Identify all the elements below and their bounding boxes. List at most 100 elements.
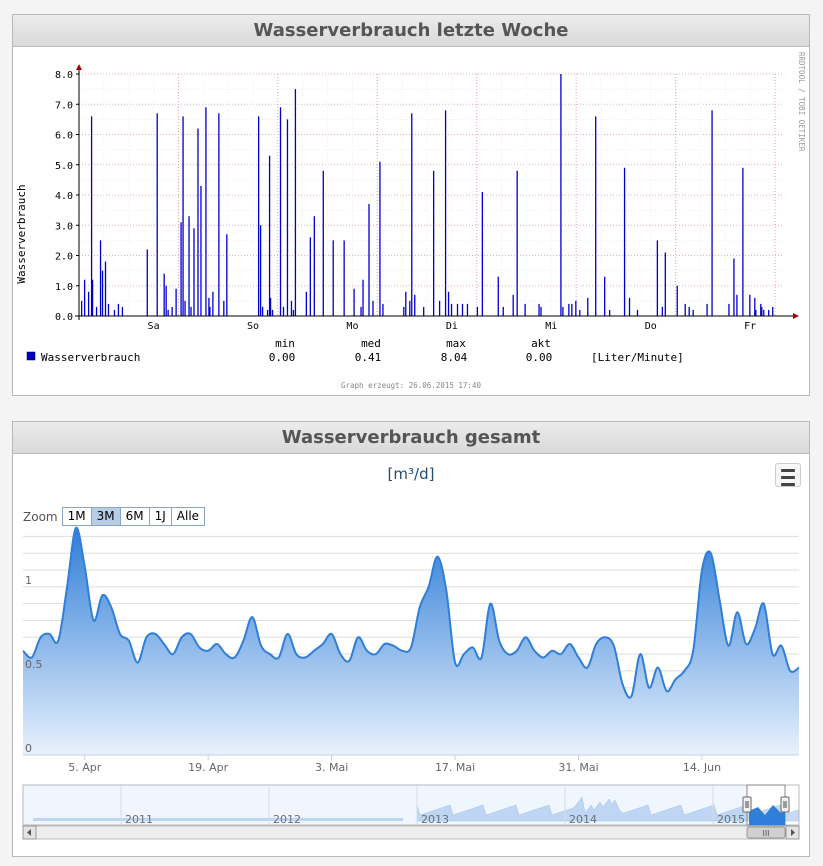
usage-bar: [447, 291, 450, 316]
usage-bar: [87, 291, 90, 316]
usage-bar: [587, 297, 589, 316]
usage-bar: [628, 297, 631, 316]
usage-bar: [266, 309, 269, 316]
y-tick-label: 8.0: [55, 70, 73, 81]
chart-bars: [80, 74, 774, 317]
y-tick-label: 4.0: [55, 191, 73, 202]
y-tick-label: 1: [25, 574, 32, 587]
usage-bar: [728, 303, 730, 316]
usage-bar: [409, 300, 411, 316]
usage-bar: [676, 285, 678, 316]
x-tick-label: So: [247, 321, 259, 332]
usage-bar: [268, 155, 271, 316]
usage-bar: [763, 309, 765, 316]
x-tick-label: Di: [446, 321, 458, 332]
usage-bar: [656, 240, 659, 316]
usage-bar: [282, 306, 285, 316]
usage-bar: [91, 279, 94, 316]
usage-bar: [688, 306, 690, 316]
usage-bar: [332, 240, 334, 316]
usage-bar: [450, 303, 453, 316]
usage-bar: [411, 113, 413, 316]
usage-bar: [405, 291, 407, 316]
navigator-handle[interactable]: [742, 796, 752, 813]
usage-bar: [664, 252, 666, 316]
y-tick-label: 2.0: [55, 252, 73, 263]
usage-bar: [608, 309, 611, 316]
navigator[interactable]: 2011 2012 2013 2014 2015 III: [22, 784, 800, 840]
x-tick-label: Sa: [148, 321, 160, 332]
usage-bar: [476, 306, 479, 316]
usage-bar: [382, 303, 384, 316]
usage-bar: [692, 309, 694, 316]
usage-bar: [212, 291, 214, 316]
usage-bar: [636, 309, 639, 316]
y-tick-label: 7.0: [55, 100, 73, 111]
navigator-handle[interactable]: [780, 796, 790, 813]
usage-bar: [466, 303, 469, 316]
scrollbar-track[interactable]: [22, 825, 800, 840]
x-tick-label: 17. Mai: [435, 761, 475, 774]
navigator-series-flat: [33, 818, 403, 821]
navigator-year-label: 2012: [273, 813, 301, 826]
zoom-selector: Zoom 1M 3M 6M 1J Alle: [23, 507, 206, 526]
navigator-year-label: 2014: [569, 813, 597, 826]
usage-bar: [761, 306, 763, 316]
usage-bar: [414, 294, 416, 316]
legend-header-med: med: [361, 337, 381, 350]
rrdtool-credit: RRDTOOL / TOBI OETIKER: [797, 52, 806, 152]
x-tick-label: 31. Mai: [558, 761, 598, 774]
zoom-all-button[interactable]: Alle: [170, 507, 206, 526]
legend-value-med: 0.41: [355, 351, 382, 364]
zoom-6m-button[interactable]: 6M: [119, 507, 150, 526]
usage-bar: [595, 116, 597, 316]
usage-bar: [95, 306, 98, 316]
usage-bar: [107, 303, 110, 316]
usage-bar: [461, 303, 464, 316]
usage-bar: [182, 116, 184, 316]
x-tick-label: 3. Mai: [315, 761, 348, 774]
y-tick-label: 0.0: [55, 312, 73, 323]
x-tick-label: Fr: [744, 321, 756, 332]
total-usage-panel: Wasserverbrauch gesamt Zoom 1M 3M 6M 1J …: [12, 421, 810, 857]
usage-line: [22, 526, 800, 699]
usage-bar: [512, 294, 514, 316]
usage-bar: [200, 185, 202, 316]
y-tick-label: 0.5: [25, 658, 43, 671]
usage-bar: [279, 107, 282, 317]
chart-menu-button[interactable]: [775, 463, 801, 487]
usage-bar: [768, 309, 770, 316]
usage-bar: [444, 110, 447, 316]
usage-bar: [360, 306, 362, 316]
navigator-mask: [23, 785, 747, 825]
x-tick-label: 19. Apr: [188, 761, 228, 774]
scrollbar-thumb[interactable]: [746, 826, 786, 839]
weekly-usage-panel: Wasserverbrauch letzte Woche 0.0 1.0 2.0 3.…: [12, 14, 810, 396]
usage-bar: [117, 303, 120, 316]
zoom-3m-button[interactable]: 3M: [90, 507, 121, 526]
usage-bar: [379, 161, 381, 316]
usage-bar: [99, 240, 102, 316]
usage-bar: [516, 170, 518, 316]
usage-bar: [261, 306, 264, 316]
usage-bar: [733, 258, 735, 316]
usage-bar: [205, 107, 207, 317]
usage-bar: [180, 222, 182, 316]
legend-series-name: Wasserverbrauch: [41, 351, 140, 364]
usage-bar: [755, 309, 757, 316]
usage-bar: [167, 309, 169, 316]
usage-bar: [113, 309, 116, 316]
usage-bar: [353, 288, 355, 316]
usage-bar: [305, 291, 308, 316]
usage-bar: [362, 279, 364, 316]
usage-bar: [368, 204, 370, 316]
usage-bar: [193, 228, 195, 316]
usage-bar: [156, 113, 158, 316]
y-axis-label: Wasserverbrauch: [15, 184, 28, 283]
legend-unit: [Liter/Minute]: [591, 351, 684, 364]
usage-bar: [579, 309, 581, 316]
usage-bar: [571, 303, 573, 316]
usage-bar: [83, 279, 86, 316]
usage-bar: [121, 306, 124, 316]
usage-bar: [309, 237, 311, 316]
